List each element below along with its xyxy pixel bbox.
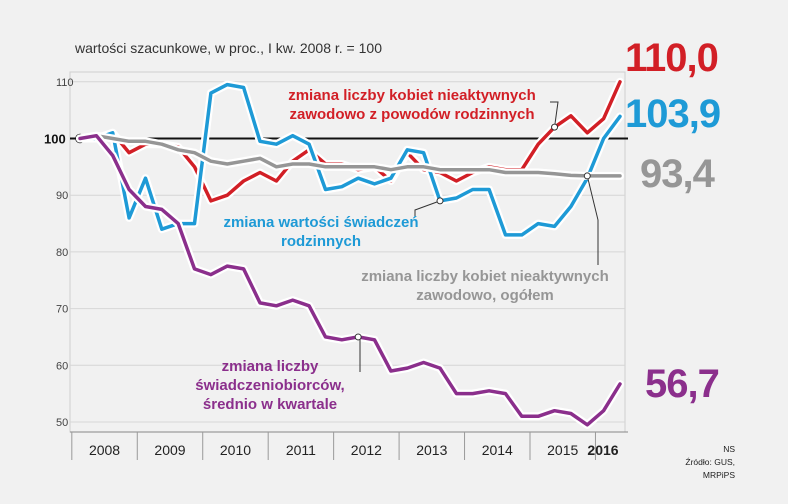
- annotation-blue-line-1: zmiana wartości świadczeń: [223, 214, 419, 231]
- series-line-3: [78, 133, 622, 427]
- annotation-gray-line-1: zmiana liczby kobiet nieaktywnych: [361, 268, 609, 285]
- xtick-label-2008: 2008: [89, 442, 120, 458]
- ytick-label-90: 90: [56, 190, 68, 202]
- xtick-label-2013: 2013: [416, 442, 447, 458]
- end-value-blue: 103,9: [625, 92, 721, 136]
- annotation-red-line-2: zawodowo z powodów rodzinnych: [289, 106, 535, 123]
- series-line-2: [78, 133, 622, 178]
- source-text: Źródło: GUS, MRPiPS: [685, 457, 735, 480]
- xtick-label-2012: 2012: [351, 442, 382, 458]
- ytick-label-70: 70: [56, 304, 68, 316]
- annotation-purple-line-1: zmiana liczby: [221, 358, 319, 375]
- chart-subtitle: wartości szacunkowe, w proc., I kw. 2008…: [75, 40, 382, 56]
- annotation-blue: zmiana wartości świadczeń rodzinnych: [206, 213, 436, 251]
- series-layer: [76, 77, 624, 429]
- annotation-blue-line-2: rodzinnych: [280, 233, 361, 250]
- leader-blue-line: [414, 200, 441, 217]
- annotation-red: zmiana liczby kobiet nieaktywnych zawodo…: [262, 86, 562, 124]
- leader-blue-dot: [436, 197, 444, 205]
- annotation-purple: zmiana liczby świadczeniobiorców, średni…: [150, 357, 390, 414]
- series-line-1: [78, 82, 622, 237]
- leader-layer: [354, 101, 599, 372]
- leader-purple-dot: [354, 333, 362, 341]
- leader-red-line: [550, 101, 559, 128]
- xtick-label-2010: 2010: [220, 442, 251, 458]
- ytick-label-50: 50: [56, 417, 68, 429]
- series-3: [76, 131, 624, 429]
- series-2: [76, 131, 624, 180]
- ytick-label-100: 100: [44, 132, 66, 147]
- xtick-label-2014: 2014: [482, 442, 513, 458]
- xtick-label-2011: 2011: [286, 442, 316, 458]
- ytick-label-60: 60: [56, 360, 68, 372]
- annotation-red-line-1: zmiana liczby kobiet nieaktywnych: [288, 87, 536, 104]
- xtick-label-2016: 2016: [587, 442, 618, 458]
- ytick-label-80: 80: [56, 247, 68, 259]
- source-initials: NS: [723, 444, 735, 454]
- annotation-purple-line-3: średnio w kwartale: [202, 396, 338, 413]
- end-value-red: 110,0: [625, 36, 719, 80]
- annotation-gray-line-2: zawodowo, ogółem: [416, 287, 554, 304]
- leader-red-dot: [551, 123, 559, 131]
- series-1: [76, 80, 624, 239]
- xtick-label-2015: 2015: [547, 442, 578, 458]
- ytick-label-110: 110: [56, 77, 74, 89]
- annotation-gray: zmiana liczby kobiet nieaktywnych zawodo…: [335, 267, 635, 305]
- leader-gray-line: [586, 175, 599, 265]
- source-note: NS Źródło: GUS, MRPiPS: [665, 443, 735, 482]
- end-value-gray: 93,4: [640, 152, 715, 196]
- xtick-label-2009: 2009: [154, 442, 185, 458]
- end-value-purple: 56,7: [645, 362, 720, 406]
- annotation-purple-line-2: świadczeniobiorców,: [195, 377, 345, 394]
- leader-gray-dot: [583, 172, 591, 180]
